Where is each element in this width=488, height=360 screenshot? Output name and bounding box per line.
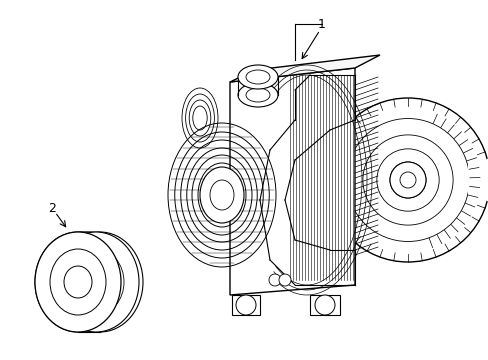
Ellipse shape <box>389 162 425 198</box>
Ellipse shape <box>268 274 281 286</box>
Ellipse shape <box>245 70 269 84</box>
Text: 1: 1 <box>317 18 325 31</box>
Text: 2: 2 <box>48 202 56 215</box>
Ellipse shape <box>41 232 127 332</box>
Ellipse shape <box>68 249 124 315</box>
Polygon shape <box>229 68 354 295</box>
Ellipse shape <box>245 88 269 102</box>
Ellipse shape <box>50 249 106 315</box>
Polygon shape <box>467 160 488 200</box>
Ellipse shape <box>209 180 234 210</box>
Ellipse shape <box>50 249 106 315</box>
Ellipse shape <box>399 172 415 188</box>
Ellipse shape <box>57 232 142 332</box>
Polygon shape <box>309 295 339 315</box>
Ellipse shape <box>35 232 121 332</box>
Ellipse shape <box>47 232 133 332</box>
Ellipse shape <box>238 83 278 107</box>
Ellipse shape <box>64 266 92 298</box>
Ellipse shape <box>200 167 244 223</box>
Ellipse shape <box>35 232 121 332</box>
Ellipse shape <box>53 232 139 332</box>
Ellipse shape <box>279 274 290 286</box>
Ellipse shape <box>236 295 256 315</box>
Ellipse shape <box>56 249 112 315</box>
Ellipse shape <box>325 98 488 262</box>
Ellipse shape <box>238 65 278 89</box>
Polygon shape <box>229 55 379 82</box>
Ellipse shape <box>314 295 334 315</box>
Polygon shape <box>231 295 260 315</box>
Ellipse shape <box>62 249 118 315</box>
